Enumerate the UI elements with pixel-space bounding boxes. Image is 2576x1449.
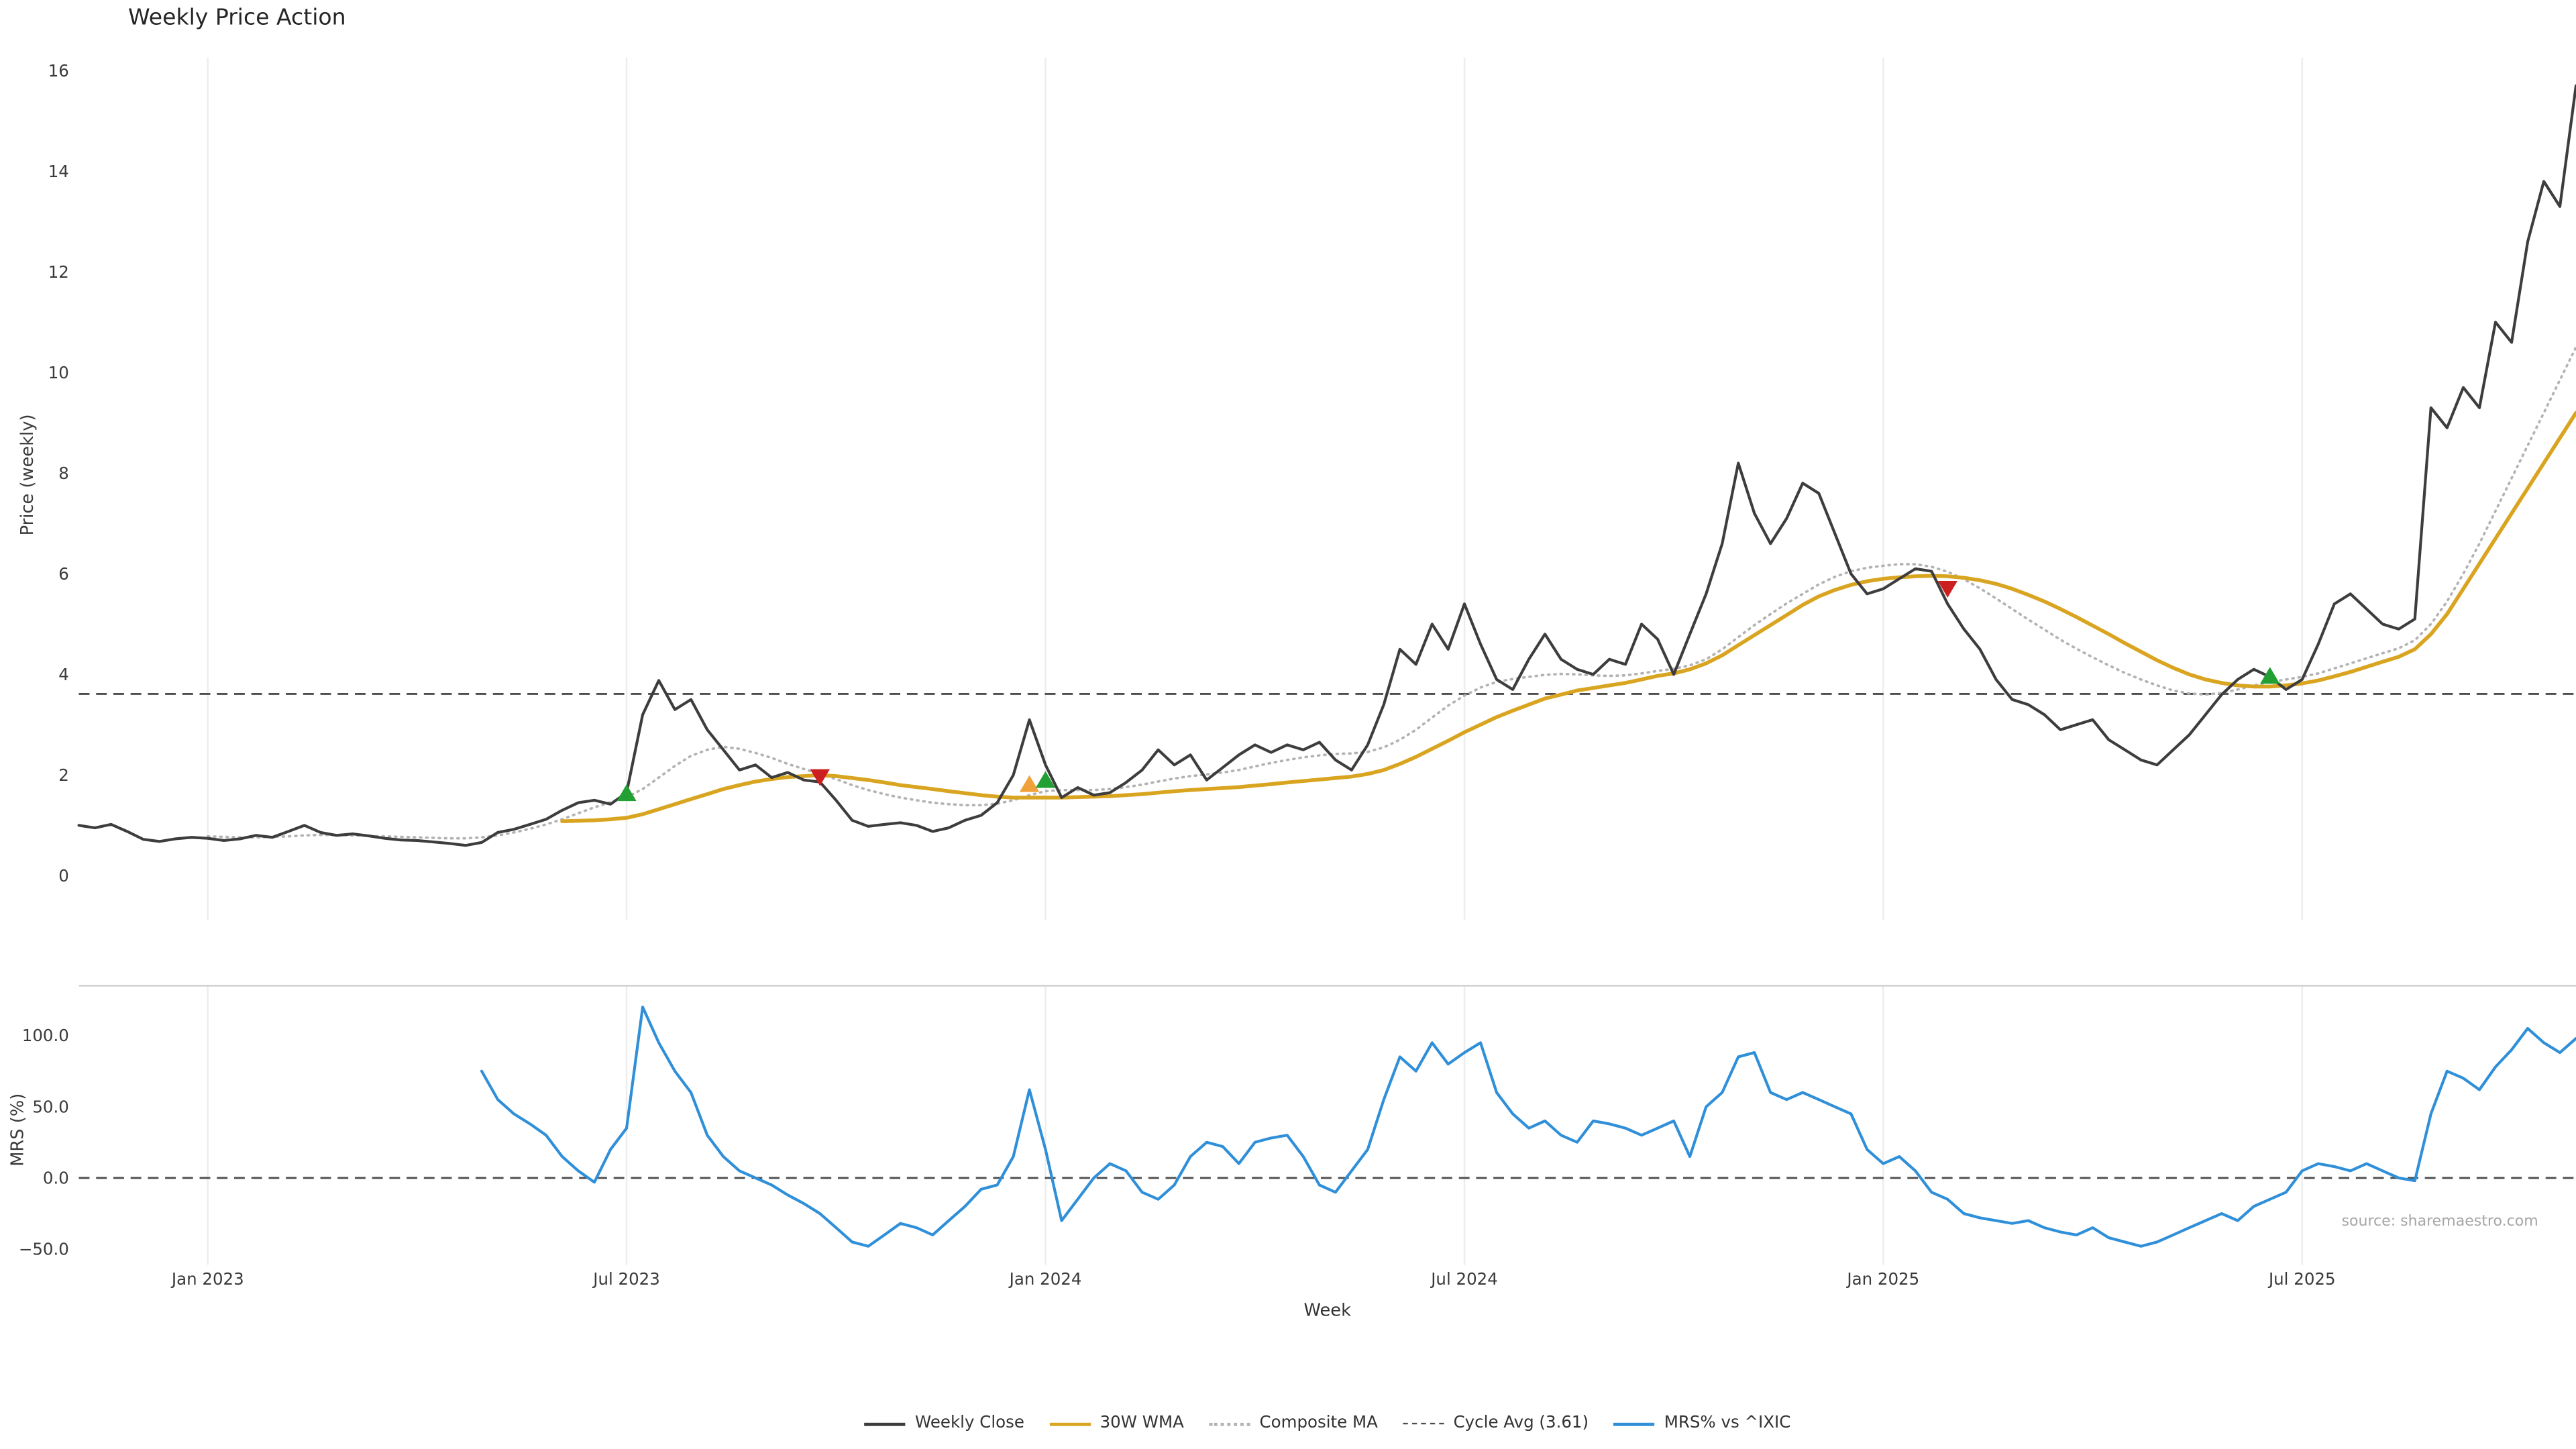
legend-swatch-solid: [1049, 1421, 1090, 1426]
buy-marker: [2260, 667, 2280, 684]
signal-marker: [1019, 775, 1040, 792]
sell-marker: [1937, 580, 1957, 598]
price-tick-label: 0: [58, 866, 69, 885]
weekly-close-line: [77, 84, 2576, 847]
chart-title: Weekly Price Action: [128, 5, 346, 32]
price-tick-label: 10: [48, 363, 69, 382]
wma-30w-line: [560, 411, 2576, 824]
price-tick-label: 2: [58, 765, 69, 785]
x-tick-label: Jan 2023: [170, 1269, 244, 1289]
mrs-tick-label: 50.0: [32, 1097, 68, 1116]
mrs-axis-label: MRS (%): [8, 1093, 28, 1167]
composite-ma-line: [206, 345, 2576, 840]
x-tick-label: Jul 2024: [1430, 1269, 1498, 1289]
price-axis-label: Price (weekly): [17, 414, 38, 536]
price-tick-label: 4: [58, 665, 69, 684]
sell-marker: [810, 769, 830, 786]
price-tick-label: 12: [48, 262, 69, 282]
legend-item: Composite MA: [1208, 1414, 1378, 1433]
price-tick-label: 14: [48, 162, 69, 181]
x-tick-label: Jan 2024: [1008, 1269, 1082, 1289]
price-tick-label: 6: [58, 564, 69, 584]
x-axis-label: Week: [1303, 1301, 1352, 1321]
mrs-tick-label: −50.0: [19, 1240, 69, 1259]
legend-label: Cycle Avg (3.61): [1453, 1414, 1589, 1433]
legend-swatch-dashed: [1402, 1422, 1444, 1425]
legend-item: MRS% vs ^IXIC: [1613, 1414, 1791, 1433]
legend-item: Weekly Close: [864, 1415, 1024, 1433]
buy-marker: [1035, 771, 1056, 788]
source-watermark: source: sharemaestro.com: [2341, 1214, 2538, 1231]
buy-marker: [616, 784, 637, 802]
legend-swatch-dotted: [1208, 1421, 1250, 1426]
legend-label: 30W WMA: [1099, 1414, 1184, 1433]
mrs-tick-label: 0.0: [43, 1168, 69, 1187]
x-tick-label: Jul 2023: [592, 1269, 660, 1289]
legend-label: MRS% vs ^IXIC: [1664, 1414, 1791, 1433]
legend-item: Cycle Avg (3.61): [1402, 1414, 1589, 1433]
price-tick-label: 8: [58, 464, 69, 483]
price-tick-label: 16: [48, 61, 69, 80]
legend-swatch-solid: [1613, 1421, 1655, 1426]
x-tick-label: Jul 2025: [2267, 1269, 2336, 1289]
legend: Weekly Close 30W WMA Composite MA Cycle Avg…: [79, 1415, 2576, 1433]
mrs-line: [480, 1006, 2576, 1248]
legend-label: Weekly Close: [915, 1414, 1024, 1433]
legend-swatch-solid: [864, 1421, 906, 1426]
legend-label: Composite MA: [1259, 1414, 1378, 1433]
legend-item: 30W WMA: [1049, 1415, 1184, 1433]
mrs-tick-label: 100.0: [22, 1026, 69, 1045]
x-tick-label: Jan 2025: [1845, 1269, 1919, 1289]
